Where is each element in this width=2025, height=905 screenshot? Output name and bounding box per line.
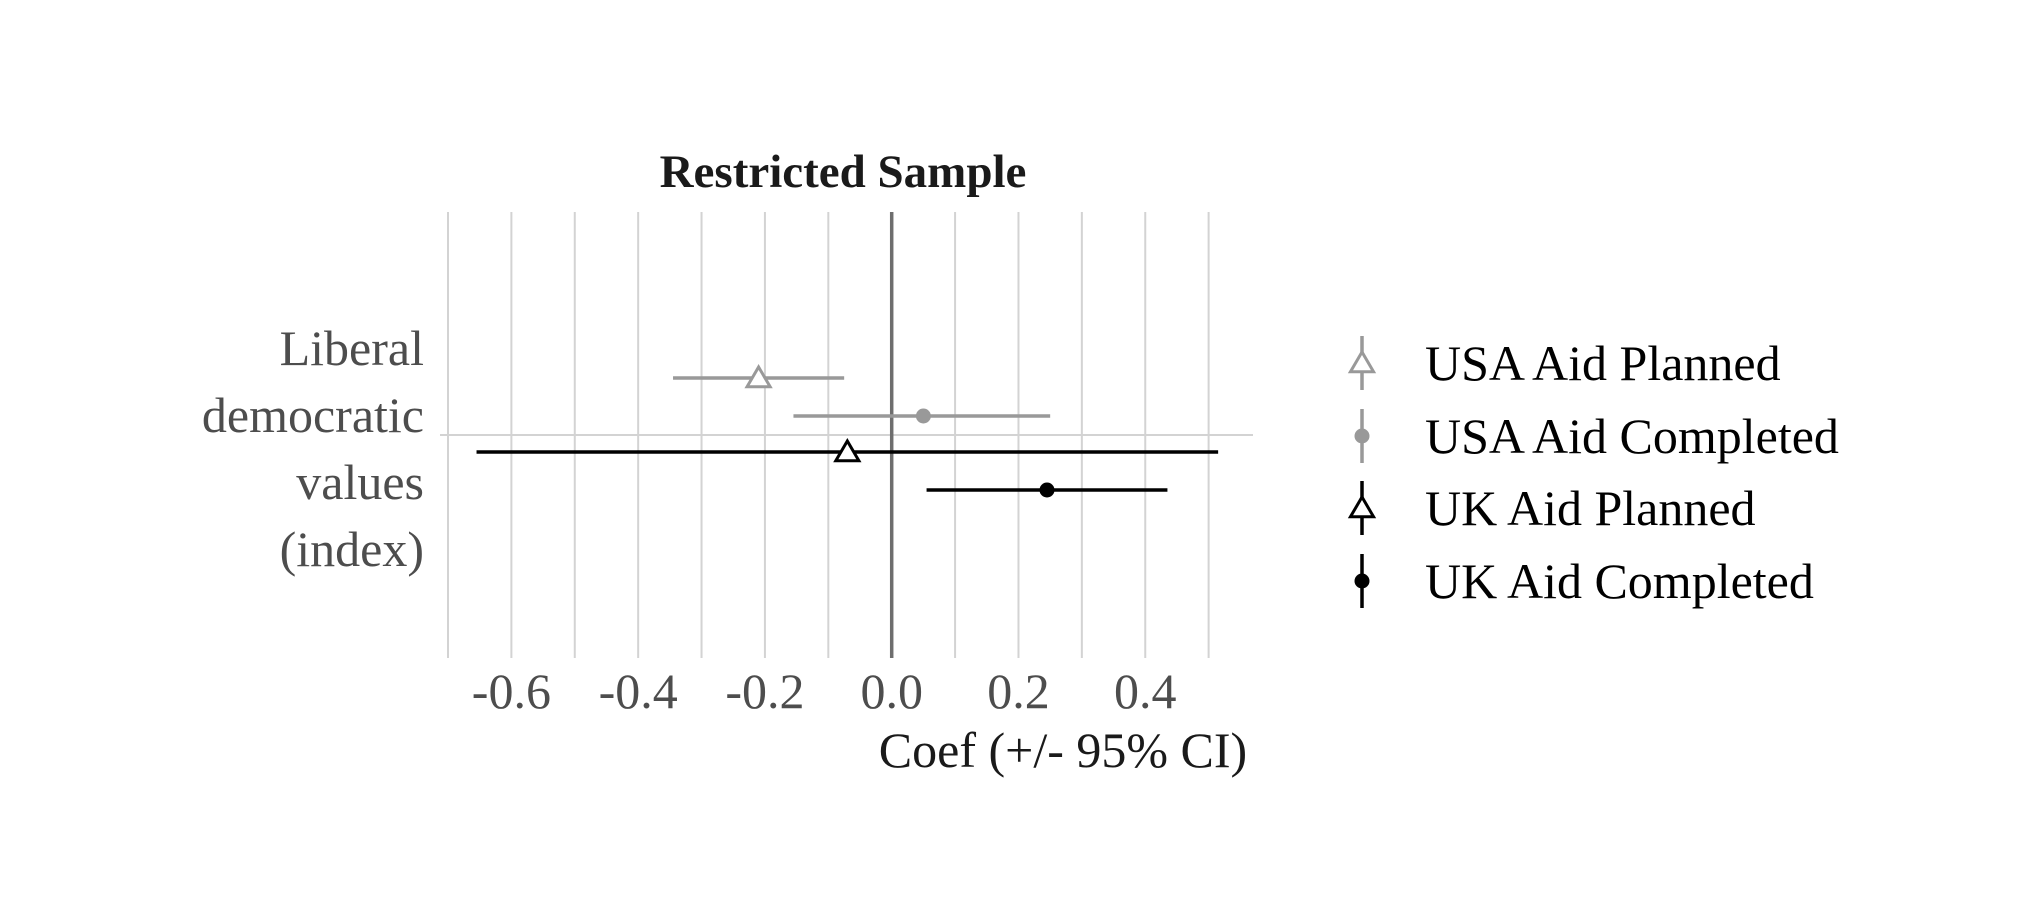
grid-layer	[440, 212, 1253, 658]
y-category-label-line: (index)	[280, 521, 424, 577]
y-category-label: Liberal democratic values (index)	[202, 320, 424, 577]
series-layer	[476, 364, 1219, 498]
y-category-label-line: Liberal	[280, 320, 424, 376]
x-tick-label: -0.6	[472, 663, 551, 719]
estimate-point	[744, 364, 773, 389]
estimate-point	[1039, 482, 1055, 498]
chart-title: Restricted Sample	[660, 146, 1027, 198]
x-tick-label: -0.2	[725, 663, 804, 719]
legend-key-marker	[1354, 428, 1370, 444]
x-tick-label: 0.2	[987, 663, 1050, 719]
series-usa-aid-completed	[793, 408, 1051, 424]
x-tick-label: 0.0	[860, 663, 923, 719]
series-usa-aid-planned	[673, 364, 845, 389]
legend-label: UK Aid Planned	[1425, 480, 1756, 536]
legend-item: USA Aid Planned	[1347, 335, 1781, 391]
x-tick-label: -0.4	[599, 663, 678, 719]
series-uk-aid-completed	[926, 482, 1168, 498]
legend-item: USA Aid Completed	[1354, 408, 1839, 464]
legend-key-marker	[1354, 573, 1370, 589]
legend-key-marker	[1347, 494, 1377, 519]
legend-label: UK Aid Completed	[1425, 553, 1814, 609]
legend-key-marker	[1347, 349, 1377, 374]
x-tick-labels: -0.6 -0.4 -0.2 0.0 0.2 0.4	[472, 663, 1177, 719]
legend-label: USA Aid Planned	[1425, 335, 1781, 391]
legend-item: UK Aid Planned	[1347, 480, 1756, 536]
legend: USA Aid Planned USA Aid Completed UK Aid P…	[1347, 335, 1839, 609]
estimate-point	[915, 408, 931, 424]
estimate-point	[833, 438, 862, 463]
x-tick-label: 0.4	[1114, 663, 1177, 719]
y-category-label-line: democratic	[202, 387, 424, 443]
legend-label: USA Aid Completed	[1425, 408, 1839, 464]
y-category-label-line: values	[296, 454, 424, 510]
legend-item: UK Aid Completed	[1354, 553, 1814, 609]
series-uk-aid-planned	[476, 438, 1219, 463]
x-axis-label: Coef (+/- 95% CI)	[879, 722, 1247, 778]
